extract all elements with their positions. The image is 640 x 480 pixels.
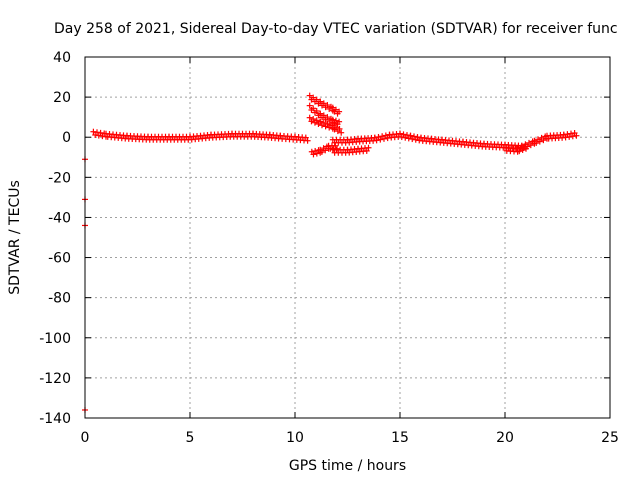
x-tick-label: 15	[391, 430, 409, 446]
y-tick-label: -60	[48, 251, 71, 267]
data-point	[332, 106, 339, 113]
data-point	[333, 124, 340, 131]
data-point	[322, 147, 329, 154]
y-tick-label: -140	[39, 411, 71, 427]
axis-ticks: 0 5 10 15 20 25 40 20 0 -20 -40 -60 -80 -100 -120 -140	[39, 50, 619, 446]
data-point	[310, 151, 317, 158]
data-point	[380, 135, 387, 142]
y-tick-label: 20	[53, 90, 71, 106]
y-tick-label: -100	[39, 331, 71, 347]
data-point	[310, 94, 317, 101]
data-point	[317, 110, 324, 117]
data-point	[363, 147, 370, 154]
data-point	[318, 148, 325, 155]
data-point	[414, 134, 421, 141]
data-point	[306, 92, 313, 99]
data-point	[310, 105, 317, 112]
data-point	[317, 118, 324, 125]
plot-frame	[84, 56, 611, 419]
data-point	[313, 107, 320, 114]
data-point	[397, 130, 403, 137]
data-point	[302, 134, 309, 141]
y-tick-label: -40	[48, 210, 71, 226]
data-point	[329, 122, 336, 129]
data-points	[82, 92, 580, 413]
data-point	[336, 118, 343, 125]
data-point	[536, 138, 543, 145]
x-tick-label: 0	[81, 430, 90, 446]
data-point	[373, 137, 380, 144]
data-point	[320, 112, 327, 119]
grid	[85, 57, 610, 418]
data-point	[310, 116, 317, 123]
y-tick-label: 0	[62, 130, 71, 146]
data-point	[332, 117, 339, 124]
data-point	[320, 119, 327, 126]
data-point	[306, 114, 313, 121]
data-point	[533, 140, 540, 147]
y-axis-label: SDTVAR / TECUs	[7, 180, 23, 295]
y-tick-label: -80	[48, 291, 71, 307]
chart-title: Day 258 of 2021, Sidereal Day-to-day VTE…	[54, 21, 618, 37]
data-point	[329, 104, 336, 111]
data-point	[329, 116, 336, 123]
data-point	[336, 108, 343, 115]
data-point	[324, 114, 331, 121]
data-point	[516, 148, 523, 155]
data-point	[573, 132, 580, 139]
data-point	[320, 100, 327, 107]
x-tick-label: 5	[186, 430, 195, 446]
data-point	[317, 98, 324, 105]
y-tick-label: -120	[39, 371, 71, 387]
data-point	[407, 132, 414, 139]
data-point	[306, 102, 313, 109]
data-point	[336, 125, 343, 132]
data-point	[313, 96, 320, 103]
data-point	[377, 136, 384, 143]
y-tick-label: -20	[48, 170, 71, 186]
data-point	[304, 137, 311, 144]
data-point	[400, 131, 407, 138]
data-point	[365, 144, 372, 151]
x-tick-label: 10	[286, 430, 304, 446]
data-point	[411, 133, 417, 140]
data-point	[324, 102, 331, 109]
data-point	[324, 120, 331, 127]
data-point	[527, 142, 534, 149]
data-point	[338, 129, 345, 136]
data-point	[313, 117, 320, 124]
data-point	[404, 132, 410, 139]
data-point	[313, 150, 320, 157]
data-point	[523, 145, 529, 152]
x-axis-label: GPS time / hours	[289, 458, 406, 474]
data-point	[519, 146, 526, 153]
y-tick-label: 40	[53, 50, 71, 66]
x-tick-label: 20	[496, 430, 514, 446]
data-point	[540, 137, 547, 144]
x-tick-label: 25	[601, 430, 619, 446]
